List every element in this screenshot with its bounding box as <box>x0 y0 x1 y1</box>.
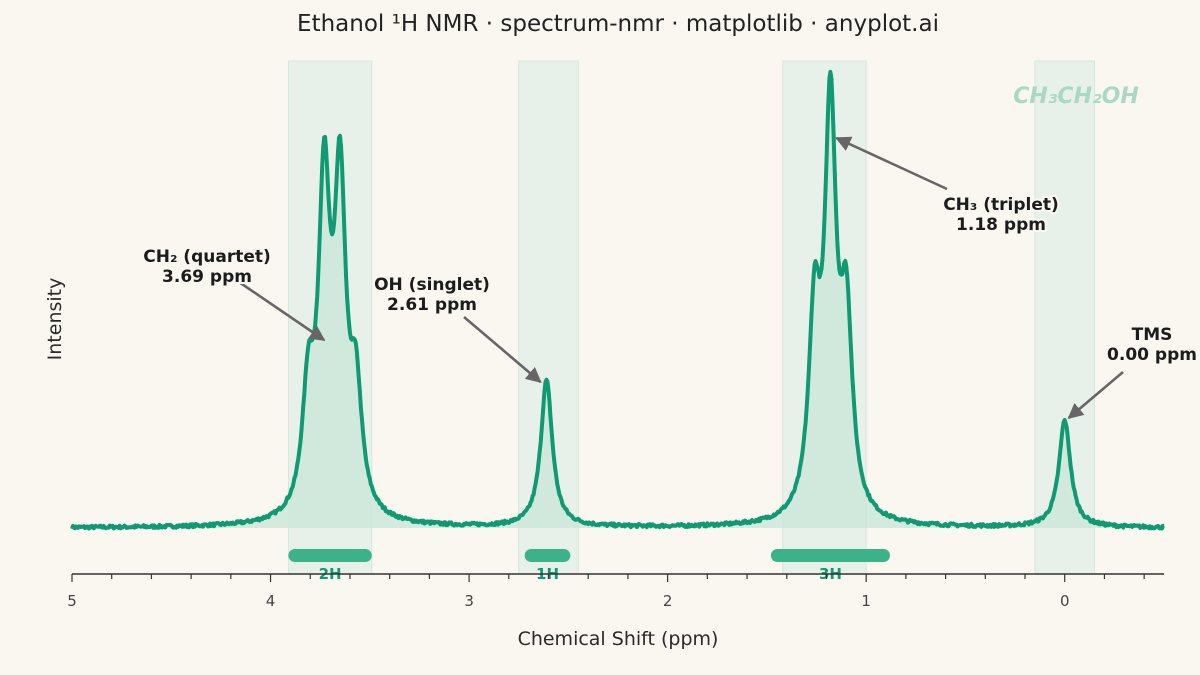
integration-bands <box>287 60 1096 575</box>
integration-bar-0 <box>288 549 372 562</box>
annotation-value-0: 3.69 ppm <box>162 267 252 287</box>
annotation-label-3: TMS <box>1132 325 1173 345</box>
peak-annotations: CH₂ (quartet)3.69 ppm OH (singlet)2.61 pp… <box>141 136 1199 420</box>
annotation-arrow-1 <box>463 316 542 384</box>
annotation-value-1: 2.61 ppm <box>387 295 477 315</box>
integration-bar-1 <box>524 549 571 562</box>
x-tick-label-1: 1 <box>861 592 871 610</box>
annotation-value-3: 0.00 ppm <box>1107 345 1197 365</box>
annotation-label-2: CH₃ (triplet) <box>943 195 1059 215</box>
x-tick-label-3: 3 <box>464 592 474 610</box>
annotation-arrow-2 <box>835 136 948 191</box>
annotation-arrow-3 <box>1067 371 1124 420</box>
annotation-arrow-0 <box>238 280 326 342</box>
x-ticks: 5 4 3 2 1 0 <box>67 574 1145 610</box>
y-axis-label: Intensity <box>44 278 66 361</box>
x-axis: 5 4 3 2 1 0 <box>67 573 1164 610</box>
x-axis-label: Chemical Shift (ppm) <box>518 628 719 650</box>
spectrum-fill <box>72 71 1164 529</box>
annotation-label-0: CH₂ (quartet) <box>143 247 271 267</box>
molecule-watermark: CH₃CH₂OH <box>1013 84 1139 109</box>
annotation-label-1: OH (singlet) <box>374 275 490 295</box>
x-tick-label-5: 5 <box>67 592 77 610</box>
integration-bar-2 <box>770 549 891 562</box>
integration-bars: 2H 1H 3H <box>288 549 891 583</box>
spectrum-line <box>70 69 1165 531</box>
x-tick-label-2: 2 <box>663 592 673 610</box>
chart-title: Ethanol ¹H NMR · spectrum-nmr · matplotl… <box>297 11 939 37</box>
x-tick-label-4: 4 <box>266 592 276 610</box>
x-tick-label-0: 0 <box>1060 592 1070 610</box>
annotation-value-2: 1.18 ppm <box>956 215 1046 235</box>
